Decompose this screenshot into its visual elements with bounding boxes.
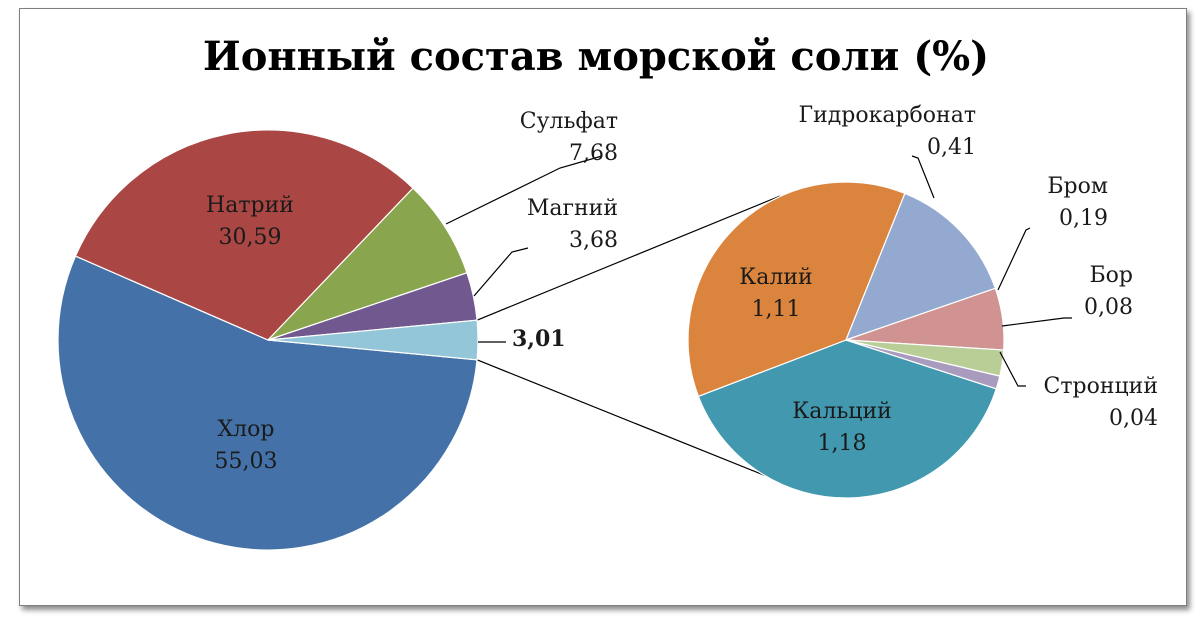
label-strontium-value: 0,04 bbox=[1109, 406, 1158, 431]
label-bromine-value: 0,19 bbox=[1059, 206, 1108, 231]
label-sodium: Натрий 30,59 bbox=[206, 193, 294, 250]
leader-lines bbox=[445, 155, 1072, 387]
label-calcium: Кальций 1,18 bbox=[792, 399, 892, 456]
label-chlorine: Хлор 55,03 bbox=[215, 417, 278, 474]
label-bicarbonate-name: Гидрокарбонат bbox=[799, 103, 977, 128]
slice-sulfate bbox=[267, 187, 468, 341]
slice-strontium bbox=[845, 339, 1001, 390]
secondary-pie bbox=[687, 181, 1005, 499]
slice-potassium bbox=[687, 181, 906, 398]
slice-bicarbonate bbox=[844, 192, 997, 341]
label-magnesium: Магний 3,68 bbox=[527, 196, 618, 253]
leader-strontium bbox=[999, 351, 1026, 387]
label-magnesium-name: Магний bbox=[527, 196, 618, 221]
label-chlorine-value: 55,03 bbox=[215, 449, 278, 474]
label-sulfate-value: 7,68 bbox=[569, 141, 618, 166]
label-potassium-value: 1,11 bbox=[752, 297, 801, 322]
label-bicarbonate-value: 0,41 bbox=[927, 135, 976, 160]
slice-calcium bbox=[697, 339, 998, 499]
slice-other bbox=[267, 319, 479, 361]
label-potassium-name: Калий bbox=[739, 265, 812, 290]
slice-chlorine bbox=[57, 255, 478, 551]
label-boron: Бор 0,08 bbox=[1084, 263, 1133, 320]
leader-boron bbox=[1001, 317, 1072, 327]
chart-title: Ионный состав морской соли (%) bbox=[203, 33, 989, 80]
label-sodium-name: Натрий bbox=[206, 193, 294, 218]
label-boron-value: 0,08 bbox=[1084, 295, 1133, 320]
leader-sulfate bbox=[445, 155, 603, 225]
label-chlorine-name: Хлор bbox=[218, 417, 275, 442]
label-potassium: Калий 1,11 bbox=[739, 265, 812, 322]
label-boron-name: Бор bbox=[1090, 263, 1134, 288]
main-pie bbox=[57, 129, 479, 551]
label-calcium-value: 1,18 bbox=[818, 431, 867, 456]
label-strontium-name: Стронций bbox=[1044, 374, 1158, 399]
label-strontium: Стронций 0,04 bbox=[1044, 374, 1158, 431]
connector-bottom bbox=[476, 359, 787, 485]
data-labels: Хлор 55,03 Натрий 30,59 Сульфат 7,68 Магний 3,6… bbox=[206, 103, 1158, 474]
label-sodium-value: 30,59 bbox=[219, 225, 282, 250]
label-bromine-name: Бром bbox=[1047, 174, 1108, 199]
leader-bicarbonate bbox=[911, 155, 935, 199]
label-bromine: Бром 0,19 bbox=[1047, 174, 1108, 231]
label-sulfate-name: Сульфат bbox=[520, 109, 618, 134]
label-calcium-name: Кальций bbox=[792, 399, 892, 424]
label-other: 3,01 bbox=[512, 326, 566, 352]
label-sulfate: Сульфат 7,68 bbox=[520, 109, 618, 166]
connector-lines bbox=[476, 195, 787, 485]
leader-bromine bbox=[997, 227, 1031, 291]
label-bicarbonate: Гидрокарбонат 0,41 bbox=[799, 103, 977, 160]
leader-magnesium bbox=[473, 247, 529, 297]
label-magnesium-value: 3,68 bbox=[569, 228, 618, 253]
slice-sodium bbox=[74, 129, 414, 341]
connector-top bbox=[476, 195, 781, 321]
